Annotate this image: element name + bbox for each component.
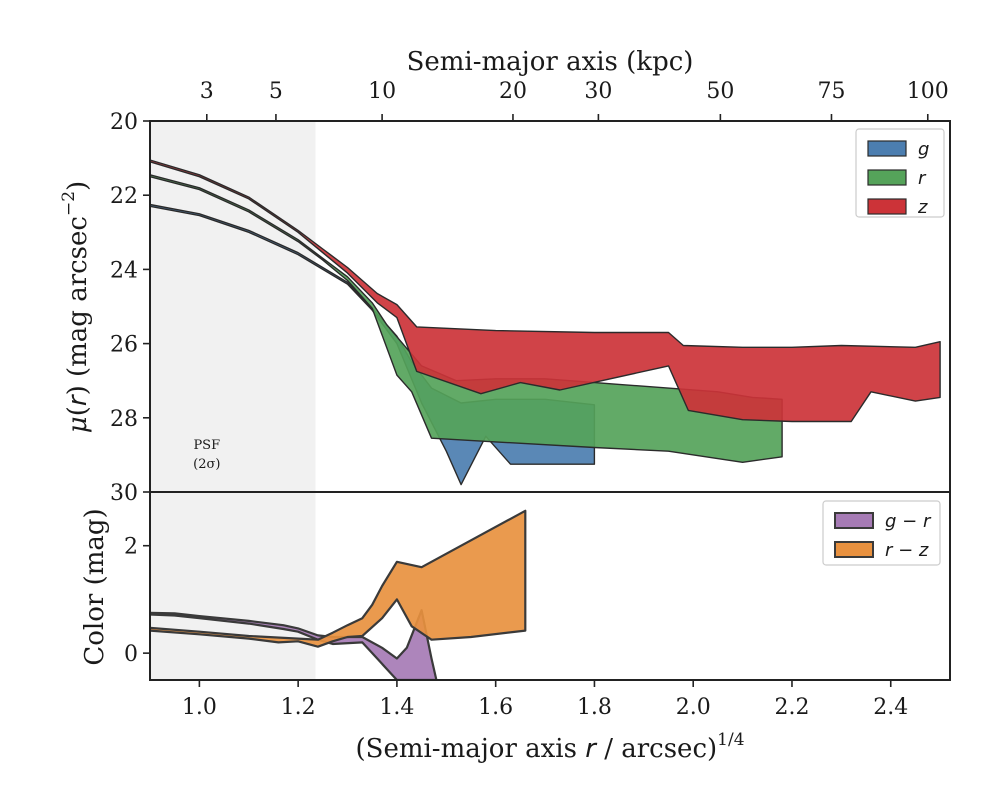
legend-label: g − r	[885, 511, 932, 532]
legend-swatch	[834, 512, 874, 529]
color-panel: 02 1.0 1.2 1.4 1.6 1.8 2.0 2.2 2.4 g − rr − z	[124, 491, 951, 720]
band-z	[149, 159, 941, 423]
surface-brightness-series	[149, 159, 941, 486]
bottom-x-tick-label: 2.0	[676, 695, 711, 720]
psf-label-sigma: (2σ)	[193, 457, 220, 472]
bottom-x-tick-label: 1.0	[182, 695, 217, 720]
surface-brightness-panel: 20 22 24 26 28 30 3 5 10 20 30 50 75 100 PSF (2σ) gr…	[110, 79, 951, 506]
legend-label: z	[917, 197, 928, 218]
bottom-x-axis-title: (Semi-major axis r / arcsec)1/4	[355, 730, 744, 764]
bottom-x-tick-label: 1.6	[478, 695, 513, 720]
top-x-tick-label: 75	[817, 79, 845, 104]
psf-region-shade-lower	[150, 492, 316, 680]
bottom-x-axis-ticks: 1.0 1.2 1.4 1.6 1.8 2.0 2.2 2.4	[182, 680, 908, 720]
upper-legend: grz	[855, 128, 945, 218]
upper-y-tick-label: 20	[110, 110, 138, 135]
upper-y-axis-title-r: r	[63, 393, 93, 406]
lower-y-tick-label: 0	[124, 642, 138, 667]
legend-label: r − z	[885, 540, 929, 561]
legend-swatch	[867, 140, 907, 157]
upper-y-tick-label: 24	[110, 258, 138, 283]
band-r-minus-z	[150, 509, 527, 648]
lower-y-tick-label: 2	[124, 535, 138, 560]
upper-y-axis-ticks: 20 22 24 26 28 30	[110, 110, 150, 506]
upper-y-tick-label: 28	[110, 407, 138, 432]
upper-y-axis-title-exp: −2	[59, 191, 79, 216]
band-r	[149, 174, 783, 463]
lower-legend: g − r r − z	[822, 500, 941, 566]
bottom-x-axis-title-exp: 1/4	[717, 730, 744, 750]
lower-y-axis-ticks: 02	[124, 535, 150, 667]
bottom-x-tick-label: 2.4	[873, 695, 908, 720]
top-x-tick-label: 30	[584, 79, 612, 104]
color-series	[150, 509, 527, 680]
top-x-tick-label: 50	[706, 79, 734, 104]
top-x-tick-label: 10	[368, 79, 396, 104]
upper-y-axis-title-tail: ) (mag arcsec	[63, 216, 93, 395]
top-x-tick-label: 100	[907, 79, 949, 104]
legend-swatch	[867, 198, 907, 215]
bottom-x-tick-label: 1.8	[577, 695, 612, 720]
bottom-x-tick-label: 1.2	[281, 695, 316, 720]
bottom-x-axis-title-main: (Semi-major axis	[355, 734, 585, 764]
upper-y-axis-title: μ(r) (mag arcsec−2)	[59, 181, 93, 433]
legend-label: g	[918, 139, 929, 160]
upper-y-axis-title-close: )	[63, 181, 93, 191]
upper-y-axis-title-paren: (	[63, 406, 93, 416]
lower-axes-frame	[149, 491, 951, 681]
upper-y-tick-label: 22	[110, 184, 138, 209]
top-x-tick-label: 3	[200, 79, 214, 104]
bottom-x-axis-title-r: r	[585, 734, 598, 764]
band-g-minus-r	[150, 609, 438, 680]
bottom-x-axis-title-tail: / arcsec)	[596, 734, 717, 764]
top-x-tick-label: 5	[269, 79, 283, 104]
top-x-axis-ticks: 3 5 10 20 30 50 75 100	[200, 79, 949, 121]
psf-region-shade	[150, 121, 316, 492]
bottom-x-tick-label: 2.2	[774, 695, 809, 720]
upper-y-tick-label: 30	[110, 481, 138, 506]
psf-label: PSF	[193, 438, 220, 453]
legend-swatch	[867, 169, 907, 186]
bottom-x-tick-label: 1.4	[379, 695, 414, 720]
upper-y-axis-title-mu: μ	[63, 416, 93, 433]
upper-y-tick-label: 26	[110, 333, 138, 358]
top-x-axis-title: Semi-major axis (kpc)	[407, 47, 694, 77]
legend-label: r	[918, 168, 927, 189]
lower-y-axis-title: Color (mag)	[80, 508, 110, 665]
top-x-tick-label: 20	[499, 79, 527, 104]
legend-swatch	[834, 541, 874, 558]
